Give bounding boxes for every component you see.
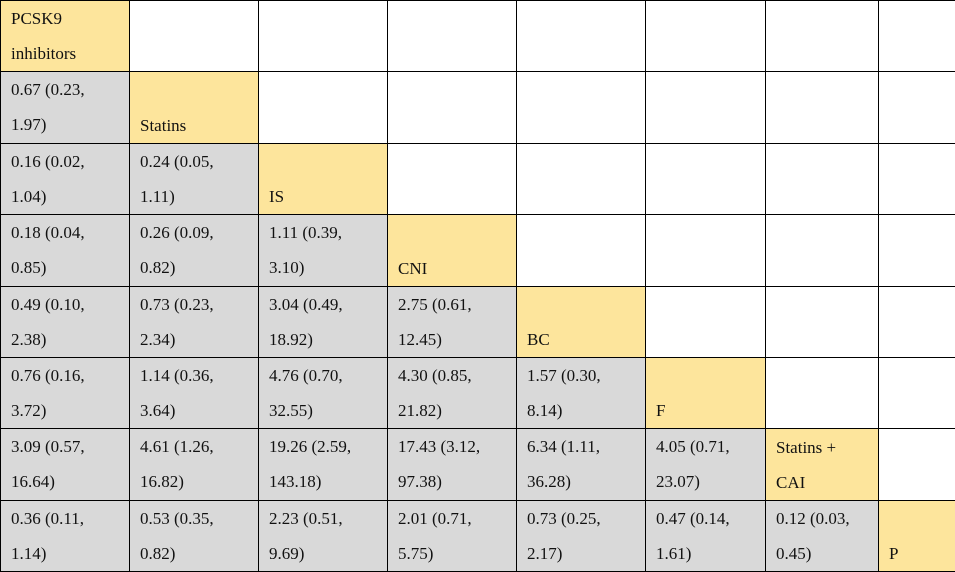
empty-cell [516,0,646,73]
comparison-cell: 4.30 (0.85, 21.82) [387,356,517,430]
comparison-cell: 1.57 (0.30, 8.14) [516,356,646,430]
comparison-cell: 4.61 (1.26, 16.82) [129,428,259,501]
comparison-cell: 3.04 (0.49, 18.92) [258,285,388,358]
table-row: 3.09 (0.57, 16.64) 4.61 (1.26, 16.82) 19.2… [0,428,955,501]
empty-cell [878,142,955,216]
empty-cell [516,142,646,216]
table-row: 0.18 (0.04, 0.85) 0.26 (0.09, 0.82) 1.11 (… [0,214,955,287]
empty-cell [258,71,388,144]
empty-cell [645,0,766,73]
treatment-label: PCSK9 inhibitors [0,0,130,73]
table-row: 0.16 (0.02, 1.04) 0.24 (0.05, 1.11) IS [0,142,955,216]
comparison-cell: 4.76 (0.70, 32.55) [258,356,388,430]
comparison-cell: 0.26 (0.09, 0.82) [129,214,259,287]
empty-cell [878,71,955,144]
treatment-label: IS [258,142,388,216]
comparison-cell: 0.24 (0.05, 1.11) [129,142,259,216]
empty-cell [878,428,955,501]
comparison-cell: 19.26 (2.59, 143.18) [258,428,388,501]
empty-cell [387,142,517,216]
comparison-cell: 0.67 (0.23, 1.97) [0,71,130,144]
comparison-cell: 0.53 (0.35, 0.82) [129,499,259,572]
comparison-cell: 0.76 (0.16, 3.72) [0,356,130,430]
comparison-cell: 1.14 (0.36, 3.64) [129,356,259,430]
empty-cell [645,214,766,287]
empty-cell [516,71,646,144]
comparison-cell: 0.18 (0.04, 0.85) [0,214,130,287]
treatment-label: BC [516,285,646,358]
table-row: 0.67 (0.23, 1.97) Statins [0,71,955,144]
empty-cell [878,356,955,430]
treatment-label: F [645,356,766,430]
empty-cell [765,71,879,144]
empty-cell [765,214,879,287]
empty-cell [258,0,388,73]
empty-cell [765,142,879,216]
comparison-cell: 4.05 (0.71, 23.07) [645,428,766,501]
comparison-cell: 0.16 (0.02, 1.04) [0,142,130,216]
treatment-label: P [878,499,955,572]
empty-cell [878,0,955,73]
empty-cell [387,0,517,73]
empty-cell [129,0,259,73]
comparison-cell: 0.36 (0.11, 1.14) [0,499,130,572]
empty-cell [645,285,766,358]
comparison-cell: 2.01 (0.71, 5.75) [387,499,517,572]
comparison-cell: 2.23 (0.51, 9.69) [258,499,388,572]
comparison-cell: 6.34 (1.11, 36.28) [516,428,646,501]
empty-cell [645,142,766,216]
empty-cell [387,71,517,144]
empty-cell [878,214,955,287]
comparison-cell: 1.11 (0.39, 3.10) [258,214,388,287]
treatment-label: CNI [387,214,517,287]
comparison-cell: 0.47 (0.14, 1.61) [645,499,766,572]
empty-cell [765,0,879,73]
empty-cell [516,214,646,287]
comparison-cell: 2.75 (0.61, 12.45) [387,285,517,358]
empty-cell [765,285,879,358]
empty-cell [878,285,955,358]
comparison-cell: 17.43 (3.12, 97.38) [387,428,517,501]
comparison-cell: 0.49 (0.10, 2.38) [0,285,130,358]
empty-cell [645,71,766,144]
comparison-cell: 0.73 (0.25, 2.17) [516,499,646,572]
comparison-cell: 0.73 (0.23, 2.34) [129,285,259,358]
comparison-cell: 3.09 (0.57, 16.64) [0,428,130,501]
comparison-cell: 0.12 (0.03, 0.45) [765,499,879,572]
table-row: 0.49 (0.10, 2.38) 0.73 (0.23, 2.34) 3.04 (… [0,285,955,358]
empty-cell [765,356,879,430]
table-row: PCSK9 inhibitors [0,0,955,73]
treatment-label: Statins [129,71,259,144]
table-row: 0.76 (0.16, 3.72) 1.14 (0.36, 3.64) 4.76 (… [0,356,955,430]
treatment-label: Statins + CAI [765,428,879,501]
table-row: 0.36 (0.11, 1.14) 0.53 (0.35, 0.82) 2.23 (… [0,499,955,572]
